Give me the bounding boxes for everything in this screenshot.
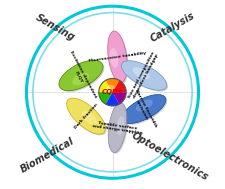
Wedge shape [112,92,126,104]
Ellipse shape [59,60,103,91]
Ellipse shape [136,99,153,111]
Text: Catalysis: Catalysis [149,11,197,44]
Ellipse shape [109,32,128,84]
Ellipse shape [109,104,128,154]
Ellipse shape [116,116,125,135]
Wedge shape [99,92,112,104]
Wedge shape [106,78,119,92]
Ellipse shape [108,103,127,153]
Text: Narrow linewidth
emission: Narrow linewidth emission [130,88,158,130]
Wedge shape [99,80,112,92]
Text: Fluorescence tunability: Fluorescence tunability [88,51,146,63]
Ellipse shape [67,98,105,134]
Wedge shape [112,80,126,92]
Ellipse shape [133,67,150,79]
Text: Biomedical: Biomedical [19,136,76,175]
Ellipse shape [123,96,167,125]
Ellipse shape [68,99,107,135]
Text: Excitation dependent
PLQY: Excitation dependent PLQY [65,50,97,101]
Ellipse shape [122,94,166,123]
Text: Dark fraction: Dark fraction [74,103,99,130]
Ellipse shape [123,62,168,91]
Text: CQDs: CQDs [102,89,123,95]
Ellipse shape [60,62,104,92]
Ellipse shape [82,111,97,125]
Text: Optoelectronics: Optoelectronics [130,131,210,183]
Text: Size and composition
dependent bandgap: Size and composition dependent bandgap [128,50,160,101]
Ellipse shape [121,61,167,90]
Text: Tunable surface
and charge trapping: Tunable surface and charge trapping [92,120,143,135]
Ellipse shape [110,48,118,68]
Ellipse shape [108,31,127,83]
Ellipse shape [72,73,89,85]
Ellipse shape [105,85,114,92]
Text: Sensing: Sensing [34,12,77,43]
Wedge shape [106,92,119,106]
